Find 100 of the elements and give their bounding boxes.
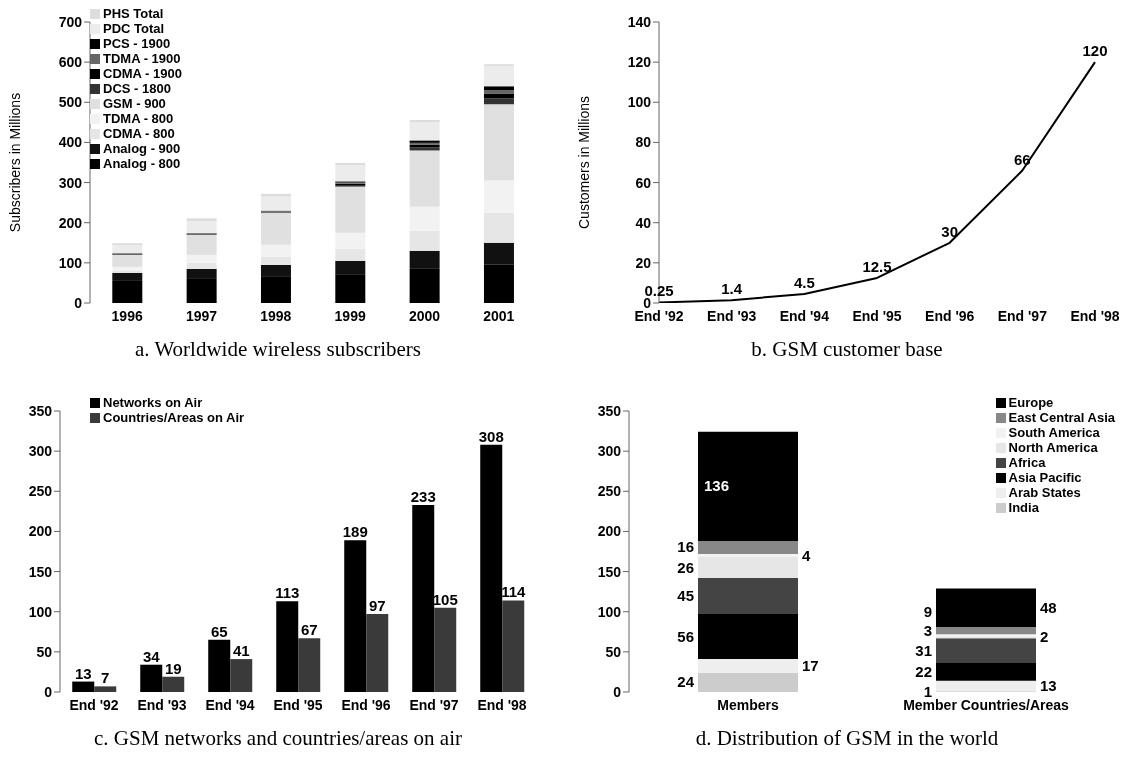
legend-label: PCS - 1900 xyxy=(103,36,171,51)
text: b. GSM customer base xyxy=(750,337,944,362)
x-tick-label: End '94 xyxy=(779,307,830,324)
y-tick-label: 100 xyxy=(627,94,652,111)
y-tick-label: 50 xyxy=(605,643,622,660)
data-label: 31 xyxy=(915,641,932,659)
data-label: 26 xyxy=(677,558,694,576)
legend-label: Arab States xyxy=(1008,485,1081,500)
data-label: 34 xyxy=(142,647,161,665)
legend-label: TDMA - 800 xyxy=(103,111,174,126)
legend-label: Africa xyxy=(1008,455,1046,470)
x-tick-label: End '98 xyxy=(477,696,527,713)
y-tick-label: 200 xyxy=(28,523,53,540)
data-label: 13 xyxy=(1040,676,1057,694)
x-tick-label: End '96 xyxy=(925,307,975,324)
data-label: 9 xyxy=(923,602,932,620)
y-tick-label: 80 xyxy=(635,134,652,151)
y-axis-title: Customers in Millions xyxy=(575,95,592,230)
legend-label: PHS Total xyxy=(103,6,164,21)
y-tick-label: 400 xyxy=(58,134,83,151)
text: c. GSM networks and countries/areas on air xyxy=(93,726,463,751)
data-label: 97 xyxy=(368,597,386,615)
data-label: 1.4 xyxy=(721,280,743,298)
data-label: 113 xyxy=(275,584,300,602)
x-tick-label: End '92 xyxy=(69,696,119,713)
y-tick-label: 20 xyxy=(635,254,652,271)
data-label: 13 xyxy=(74,664,92,682)
x-tick-label: Members xyxy=(717,696,779,713)
y-tick-label: 250 xyxy=(28,483,53,500)
x-tick-label: 1998 xyxy=(260,307,292,324)
legend-label: TDMA - 1900 xyxy=(103,51,181,66)
x-tick-label: End '95 xyxy=(852,307,902,324)
y-tick-label: 300 xyxy=(58,174,83,191)
x-tick-label: End '97 xyxy=(409,696,459,713)
data-label: 19 xyxy=(164,659,182,677)
x-tick-label: End '98 xyxy=(1070,307,1120,324)
data-label: 136 xyxy=(704,477,730,495)
legend-label: North America xyxy=(1008,440,1098,455)
x-tick-label: 1999 xyxy=(334,307,366,324)
y-tick-label: 350 xyxy=(28,402,53,419)
x-tick-label: End '95 xyxy=(273,696,323,713)
data-label: 22 xyxy=(915,662,932,680)
y-tick-label: 700 xyxy=(58,13,83,30)
data-label: 12.5 xyxy=(862,257,892,275)
data-label: 24 xyxy=(677,673,695,691)
x-tick-label: End '93 xyxy=(137,696,187,713)
legend-label: CDMA - 1900 xyxy=(103,66,182,81)
legend-label: Europe xyxy=(1008,395,1054,410)
y-tick-label: 140 xyxy=(627,13,652,30)
y-tick-label: 300 xyxy=(597,443,622,460)
y-tick-label: 40 xyxy=(635,214,652,231)
data-label: 41 xyxy=(232,642,250,660)
data-label: 45 xyxy=(677,587,694,605)
legend-label: Analog - 900 xyxy=(103,141,181,156)
y-tick-label: 100 xyxy=(58,254,83,271)
y-axis-title: Subscribers in Millions xyxy=(6,92,23,233)
x-tick-label: End '92 xyxy=(634,307,684,324)
data-label: 4 xyxy=(802,546,811,564)
y-tick-label: 0 xyxy=(74,294,83,311)
y-tick-label: 200 xyxy=(58,214,83,231)
y-tick-label: 350 xyxy=(597,402,622,419)
x-tick-label: 1997 xyxy=(185,307,218,324)
data-label: 7 xyxy=(101,669,110,687)
legend-label: Networks on Air xyxy=(103,395,203,410)
x-tick-label: End '94 xyxy=(205,696,255,713)
data-label: 3 xyxy=(923,622,932,640)
x-tick-label: 1996 xyxy=(111,307,143,324)
data-label: 16 xyxy=(677,538,694,556)
y-tick-label: 120 xyxy=(627,54,652,71)
data-label: 189 xyxy=(342,523,368,541)
y-tick-label: 100 xyxy=(597,603,622,620)
legend-label: India xyxy=(1008,500,1039,515)
data-label: 4.5 xyxy=(793,273,815,291)
data-label: 17 xyxy=(802,656,819,674)
legend-label: CDMA - 800 xyxy=(103,126,175,141)
x-tick-label: End '97 xyxy=(997,307,1048,324)
y-tick-label: 100 xyxy=(28,603,53,620)
data-label: 30 xyxy=(941,222,959,240)
data-label: 233 xyxy=(410,487,436,505)
data-label: 2 xyxy=(1040,628,1049,646)
data-label: 114 xyxy=(501,583,526,601)
y-tick-label: 0 xyxy=(44,683,53,700)
text: a. Worldwide wireless subscribers xyxy=(134,337,422,362)
data-label: 105 xyxy=(432,590,458,608)
legend-label: South America xyxy=(1008,425,1100,440)
legend-label: DCS - 1800 xyxy=(103,81,171,96)
legend-label: Countries/Areas on Air xyxy=(103,410,245,425)
text: d. Distribution of GSM in the world xyxy=(694,726,1000,751)
x-tick-label: End '93 xyxy=(707,307,757,324)
legend-label: East Central Asia xyxy=(1008,410,1115,425)
y-tick-label: 300 xyxy=(28,443,53,460)
x-tick-label: End '96 xyxy=(341,696,391,713)
y-tick-label: 150 xyxy=(597,563,622,580)
y-tick-label: 150 xyxy=(28,563,53,580)
data-label: 48 xyxy=(1040,598,1057,616)
y-tick-label: 600 xyxy=(58,54,83,71)
x-tick-label: 2001 xyxy=(483,307,515,324)
y-tick-label: 250 xyxy=(597,483,622,500)
y-tick-label: 200 xyxy=(597,523,622,540)
data-label: 65 xyxy=(210,622,228,640)
